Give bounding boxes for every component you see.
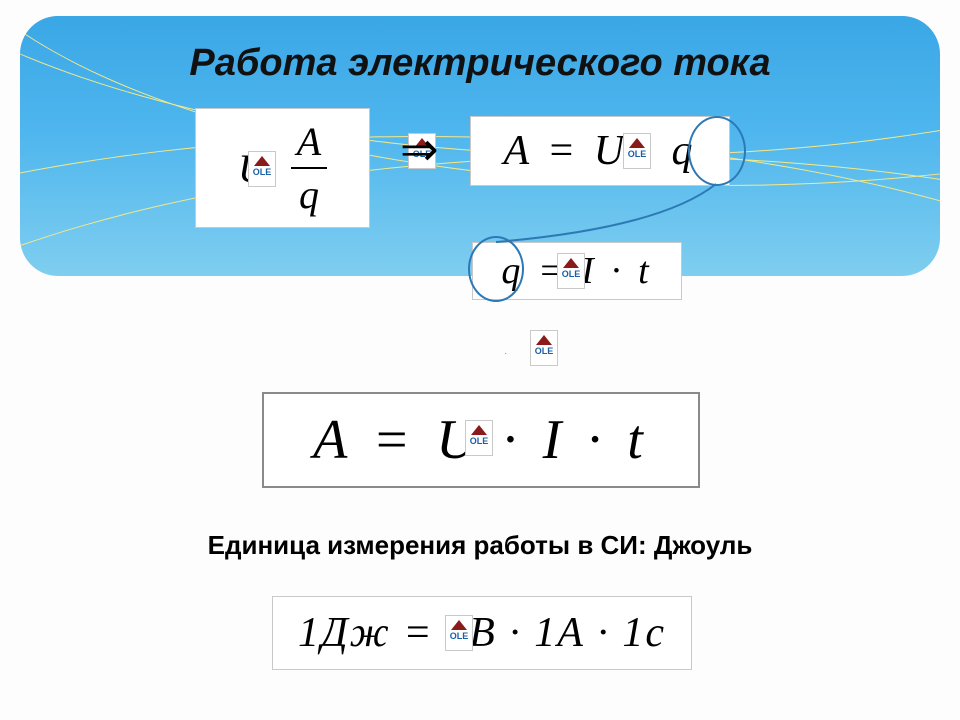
ole-placeholder-icon [465,420,493,456]
formula-joule-units: 1Дж = 1В · 1А · 1с [272,596,692,670]
connector-line [480,182,740,252]
dot-marker: · [504,348,507,359]
ole-placeholder-icon [530,330,558,366]
formula-u-eq-a-over-q: U A q [195,108,370,228]
page-title: Работа электрического тока [20,42,940,85]
numerator: A [297,118,321,165]
fraction-bar [291,167,327,169]
ole-placeholder-icon [623,133,651,169]
ole-placeholder-icon [445,615,473,651]
implies-arrow: ⇒ [400,122,439,176]
fraction: A q [291,118,327,218]
denominator: q [299,171,319,218]
ole-placeholder-icon [248,151,276,187]
formula-a-eq-uq: A = U · q [470,116,730,186]
ole-placeholder-icon [557,253,585,289]
si-units-label: Единица измерения работы в СИ: Джоуль [0,530,960,561]
